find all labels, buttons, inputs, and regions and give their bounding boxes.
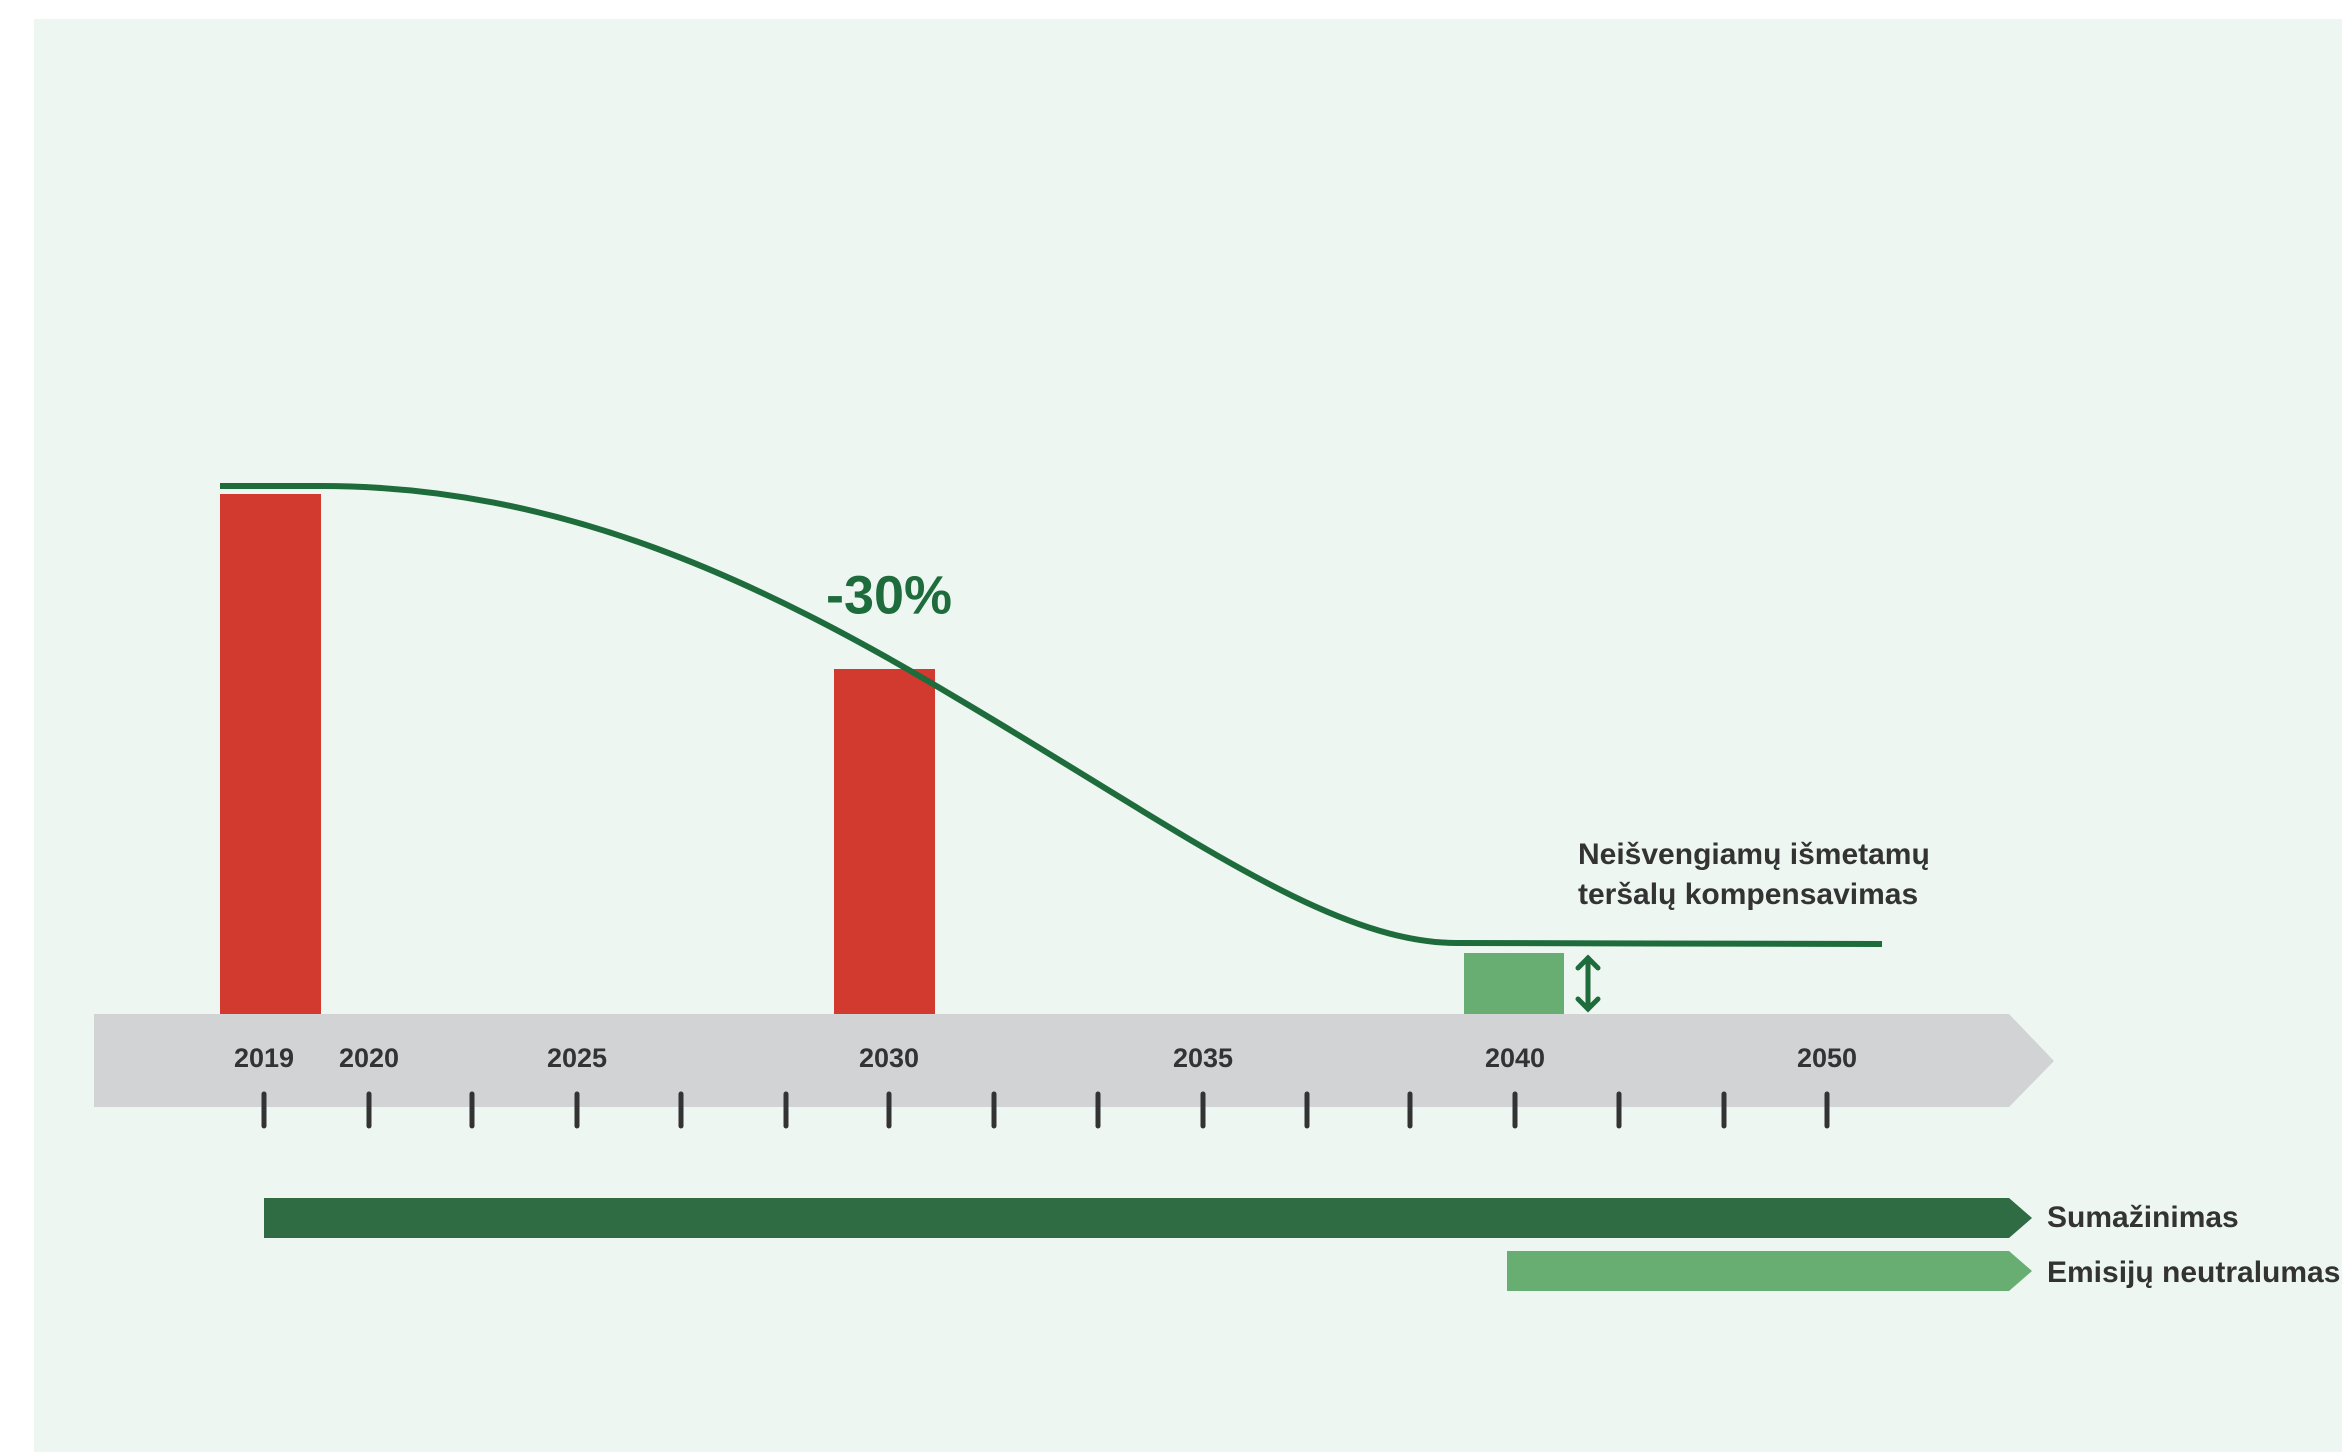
- reduction-annotation: -30%: [826, 565, 952, 625]
- bar-2040: [1464, 953, 1564, 1014]
- note-line: Neišvengiamų išmetamų: [1578, 838, 1930, 871]
- year-label: 2025: [547, 1043, 607, 1073]
- year-label: 2030: [859, 1043, 919, 1073]
- bar-2030: [834, 669, 935, 1014]
- year-label: 2020: [339, 1043, 399, 1073]
- legend-label: Sumažinimas: [2047, 1201, 2239, 1234]
- year-label: 2019: [234, 1043, 294, 1073]
- timeline-band: [94, 1014, 2054, 1107]
- timeline-ticks: [261, 1091, 1830, 1129]
- note-line: teršalų kompensavimas: [1578, 878, 1918, 911]
- bar-2019: [220, 494, 321, 1014]
- legend-bar-reduction: [264, 1198, 2032, 1238]
- arrow-head: [1575, 996, 1601, 1013]
- year-label: 2040: [1485, 1043, 1545, 1073]
- double-arrow: [1575, 954, 1601, 1013]
- legend-label: Emisijų neutralumas: [2047, 1256, 2340, 1289]
- year-label: 2050: [1797, 1043, 1857, 1073]
- year-label: 2035: [1173, 1043, 1233, 1073]
- arrow-head: [1575, 954, 1601, 971]
- emission-curve: [220, 483, 1883, 947]
- legend-bar-neutrality: [1507, 1251, 2032, 1291]
